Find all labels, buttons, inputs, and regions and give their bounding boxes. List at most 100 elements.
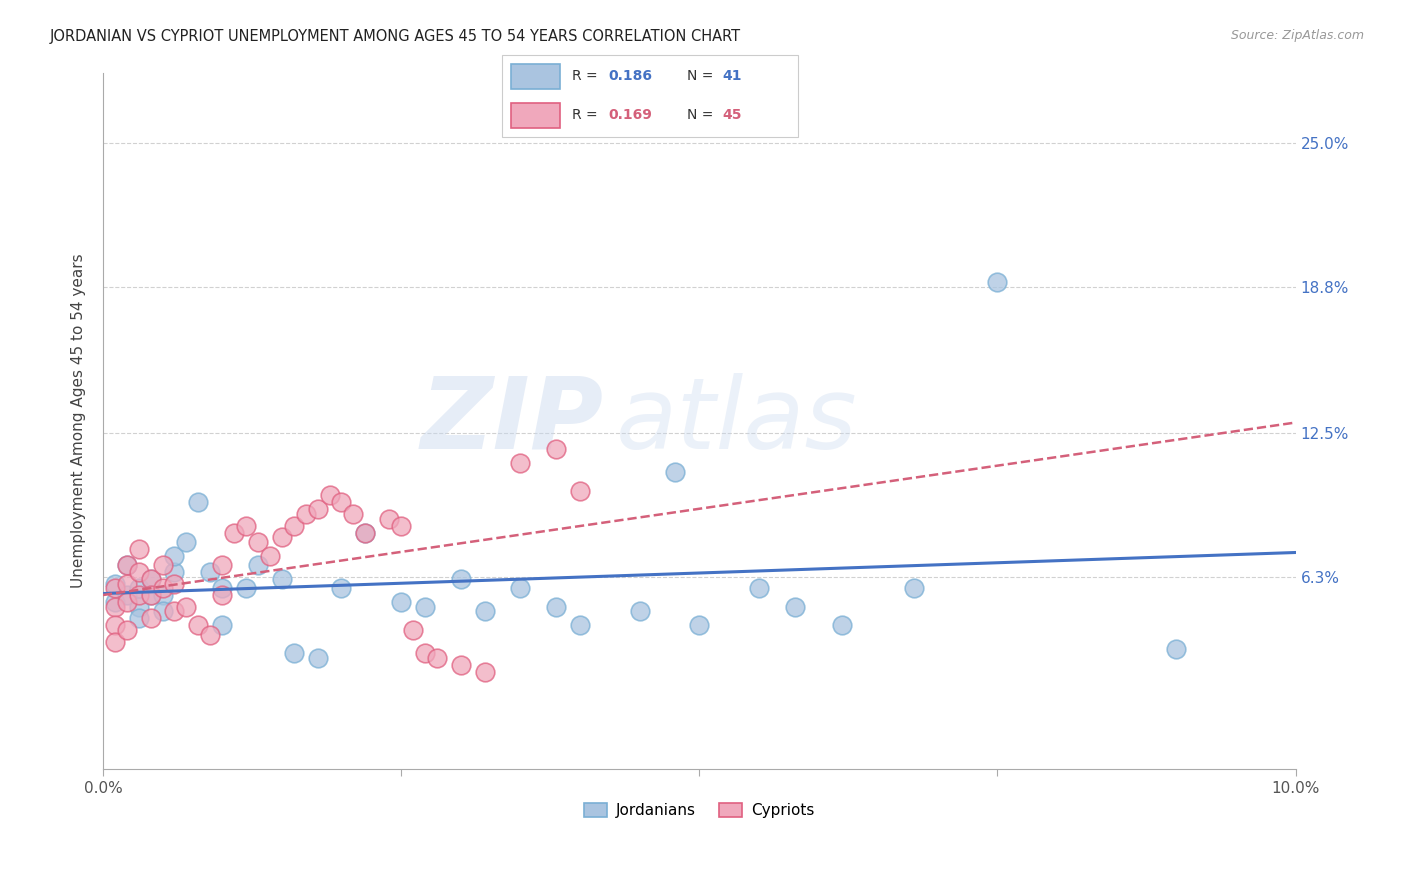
- Point: [128, 588, 150, 602]
- Text: 0.186: 0.186: [607, 70, 652, 83]
- Point: [688, 618, 710, 632]
- Text: ZIP: ZIP: [420, 373, 603, 470]
- Point: [354, 525, 377, 540]
- Point: [224, 525, 246, 540]
- Point: [270, 572, 292, 586]
- Point: [450, 572, 472, 586]
- Point: [903, 581, 925, 595]
- Point: [389, 595, 412, 609]
- Point: [176, 599, 198, 614]
- Point: [200, 565, 222, 579]
- Point: [115, 623, 138, 637]
- Text: Source: ZipAtlas.com: Source: ZipAtlas.com: [1230, 29, 1364, 42]
- Point: [187, 495, 209, 509]
- Point: [139, 588, 162, 602]
- Point: [354, 525, 377, 540]
- Point: [330, 495, 353, 509]
- Point: [426, 651, 449, 665]
- Point: [115, 595, 138, 609]
- Point: [200, 628, 222, 642]
- Point: [211, 581, 233, 595]
- Point: [783, 599, 806, 614]
- Point: [104, 634, 127, 648]
- Point: [664, 465, 686, 479]
- Point: [413, 646, 436, 660]
- Point: [307, 651, 329, 665]
- Point: [115, 558, 138, 572]
- Point: [139, 588, 162, 602]
- Point: [211, 558, 233, 572]
- Point: [474, 665, 496, 679]
- Point: [546, 442, 568, 456]
- Point: [307, 502, 329, 516]
- Point: [163, 549, 186, 563]
- Point: [139, 572, 162, 586]
- Point: [176, 534, 198, 549]
- Point: [235, 518, 257, 533]
- Point: [246, 534, 269, 549]
- Point: [152, 588, 174, 602]
- Point: [259, 549, 281, 563]
- Point: [104, 599, 127, 614]
- Point: [546, 599, 568, 614]
- Point: [128, 599, 150, 614]
- Point: [283, 518, 305, 533]
- Point: [115, 588, 138, 602]
- Point: [270, 530, 292, 544]
- Text: 0.169: 0.169: [607, 109, 652, 122]
- Point: [330, 581, 353, 595]
- Point: [139, 611, 162, 625]
- Point: [115, 558, 138, 572]
- Y-axis label: Unemployment Among Ages 45 to 54 years: Unemployment Among Ages 45 to 54 years: [72, 254, 86, 589]
- Text: R =: R =: [572, 109, 602, 122]
- Legend: Jordanians, Cypriots: Jordanians, Cypriots: [578, 797, 821, 824]
- FancyBboxPatch shape: [512, 103, 560, 128]
- FancyBboxPatch shape: [512, 63, 560, 89]
- Point: [211, 618, 233, 632]
- Point: [569, 483, 592, 498]
- Point: [378, 511, 401, 525]
- Point: [152, 605, 174, 619]
- Point: [389, 518, 412, 533]
- Text: JORDANIAN VS CYPRIOT UNEMPLOYMENT AMONG AGES 45 TO 54 YEARS CORRELATION CHART: JORDANIAN VS CYPRIOT UNEMPLOYMENT AMONG …: [49, 29, 741, 44]
- Point: [104, 595, 127, 609]
- Text: atlas: atlas: [616, 373, 858, 470]
- Point: [152, 558, 174, 572]
- Point: [128, 565, 150, 579]
- Text: R =: R =: [572, 70, 602, 83]
- Point: [128, 541, 150, 556]
- Point: [104, 618, 127, 632]
- Point: [235, 581, 257, 595]
- Point: [569, 618, 592, 632]
- Point: [246, 558, 269, 572]
- Point: [628, 605, 651, 619]
- Point: [139, 572, 162, 586]
- Text: N =: N =: [686, 70, 717, 83]
- Point: [474, 605, 496, 619]
- Point: [211, 588, 233, 602]
- Point: [748, 581, 770, 595]
- Point: [342, 507, 364, 521]
- Text: N =: N =: [686, 109, 717, 122]
- Point: [509, 456, 531, 470]
- Point: [115, 576, 138, 591]
- Text: 45: 45: [723, 109, 742, 122]
- Point: [402, 623, 425, 637]
- Point: [413, 599, 436, 614]
- Point: [128, 581, 150, 595]
- Point: [294, 507, 316, 521]
- Point: [128, 611, 150, 625]
- Point: [163, 605, 186, 619]
- Point: [163, 576, 186, 591]
- Point: [187, 618, 209, 632]
- Point: [104, 576, 127, 591]
- Point: [986, 275, 1008, 289]
- FancyBboxPatch shape: [502, 55, 799, 136]
- Point: [831, 618, 853, 632]
- Point: [318, 488, 340, 502]
- Point: [163, 565, 186, 579]
- Point: [450, 657, 472, 672]
- Point: [152, 581, 174, 595]
- Point: [283, 646, 305, 660]
- Text: 41: 41: [723, 70, 742, 83]
